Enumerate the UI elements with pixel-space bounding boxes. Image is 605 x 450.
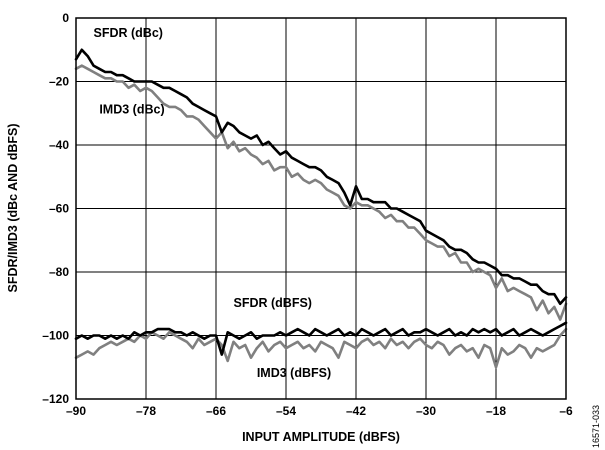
series-line-sfdr-dbfs [74,321,568,356]
y-tick-label: –120 [42,392,69,406]
y-tick-label: –80 [49,265,69,279]
series-annotation: SFDR (dBc) [94,26,163,40]
series-line-imd3-dbfs [74,327,568,369]
plot-frame [75,17,567,400]
series-annotation: IMD3 (dBFS) [257,366,331,380]
figure-id: 16571-033 [591,405,601,448]
series-annotations: SFDR (dBc) IMD3 (dBc) SFDR (dBFS) IMD3 (dBF… [94,26,332,380]
x-tick-label: –78 [136,404,156,418]
y-tick-label: –60 [49,202,69,216]
y-tick-label: –20 [49,75,69,89]
x-tick-label: –18 [486,404,506,418]
x-tick-label: –90 [66,404,86,418]
x-tick-label: –66 [206,404,226,418]
series-lines [74,48,568,369]
tick-labels: –90 –78 –66 –54 –42 –30 –18 –60–20–40–60–80–100… [42,11,573,418]
x-tick-label: –42 [346,404,366,418]
x-axis-title: INPUT AMPLITUDE (dBFS) [242,430,400,444]
series-line-sfdr-dbc [74,48,568,306]
y-tick-label: –100 [42,329,69,343]
series-annotation: SFDR (dBFS) [234,296,312,310]
y-axis-title: SFDR/IMD3 (dBc AND dBFS) [6,124,20,293]
y-tick-label: –40 [49,138,69,152]
x-tick-label: –54 [276,404,296,418]
x-tick-label: –30 [416,404,436,418]
y-tick-label: 0 [62,11,69,25]
series-annotation: IMD3 (dBc) [99,102,164,116]
series-line-imd3-dbc [74,64,568,321]
x-tick-label: –6 [559,404,573,418]
